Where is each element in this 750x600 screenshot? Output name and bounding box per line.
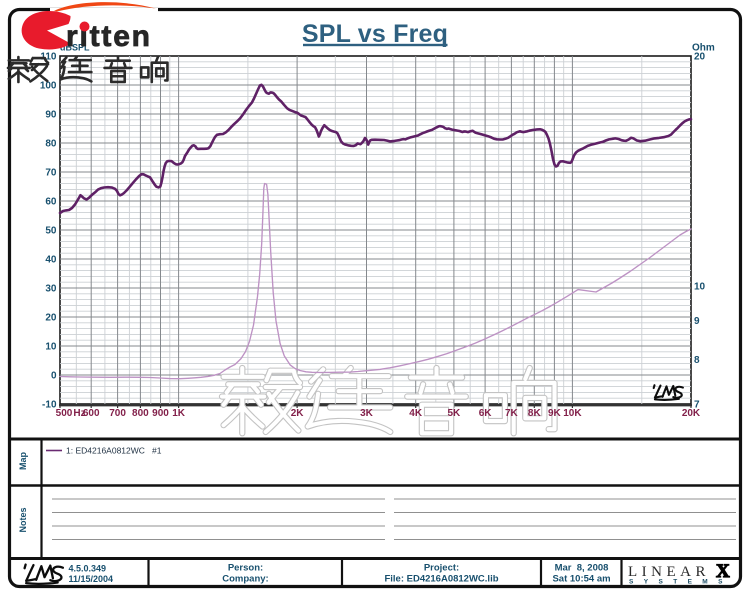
svg-text:110: 110 bbox=[40, 52, 57, 63]
svg-text:Ohm: Ohm bbox=[692, 43, 715, 54]
svg-text:9: 9 bbox=[694, 316, 700, 327]
svg-text:Project:: Project: bbox=[424, 563, 459, 574]
svg-text:7: 7 bbox=[694, 400, 700, 411]
svg-text:70: 70 bbox=[45, 168, 57, 179]
svg-text:6K: 6K bbox=[479, 408, 493, 419]
svg-text:100: 100 bbox=[40, 81, 57, 92]
svg-text:8: 8 bbox=[694, 355, 700, 366]
svg-text:SPL vs Freq: SPL vs Freq bbox=[302, 20, 448, 48]
svg-text:3K: 3K bbox=[360, 408, 374, 419]
svg-text:80: 80 bbox=[45, 139, 57, 150]
svg-text:800: 800 bbox=[132, 408, 149, 419]
svg-text:Notes: Notes bbox=[18, 507, 28, 532]
svg-text:Hz: Hz bbox=[73, 408, 85, 419]
svg-text:10: 10 bbox=[45, 342, 57, 353]
svg-text:ritten: ritten bbox=[66, 20, 152, 53]
svg-text:X: X bbox=[716, 561, 730, 582]
svg-text:dBSPL: dBSPL bbox=[60, 43, 90, 53]
svg-text:0: 0 bbox=[51, 371, 57, 382]
svg-text:1: ED4216A0812WC #1: 1: ED4216A0812WC #1 bbox=[66, 446, 162, 456]
svg-text:50: 50 bbox=[45, 226, 57, 237]
svg-text:SYSTEMS: SYSTEMS bbox=[629, 579, 733, 586]
svg-text:File: ED4216A0812WC.lib: File: ED4216A0812WC.lib bbox=[384, 574, 498, 585]
svg-text:Company:: Company: bbox=[222, 574, 268, 585]
svg-text:Sat 10:54 am: Sat 10:54 am bbox=[552, 574, 610, 585]
svg-text:30: 30 bbox=[45, 284, 57, 295]
svg-text:20: 20 bbox=[45, 313, 57, 324]
svg-text:600: 600 bbox=[83, 408, 100, 419]
svg-text:4.5.0.349: 4.5.0.349 bbox=[69, 564, 107, 574]
svg-text:Map: Map bbox=[18, 451, 28, 470]
svg-text:-10: -10 bbox=[42, 400, 57, 411]
svg-text:Person:: Person: bbox=[228, 563, 263, 574]
svg-text:40: 40 bbox=[45, 255, 57, 266]
svg-text:10: 10 bbox=[694, 281, 706, 292]
svg-text:LINEAR: LINEAR bbox=[628, 564, 710, 580]
svg-text:7K: 7K bbox=[505, 408, 519, 419]
svg-text:20K: 20K bbox=[682, 408, 701, 419]
svg-text:900: 900 bbox=[152, 408, 169, 419]
svg-text:90: 90 bbox=[45, 110, 57, 121]
svg-text:10K: 10K bbox=[563, 408, 582, 419]
svg-text:700: 700 bbox=[109, 408, 126, 419]
svg-text:20: 20 bbox=[694, 52, 706, 63]
svg-text:11/15/2004: 11/15/2004 bbox=[69, 574, 114, 584]
svg-text:1K: 1K bbox=[172, 408, 186, 419]
svg-text:Mar 8, 2008: Mar 8, 2008 bbox=[555, 563, 609, 574]
svg-text:2K: 2K bbox=[291, 408, 305, 419]
svg-text:4K: 4K bbox=[409, 408, 423, 419]
svg-text:8K: 8K bbox=[528, 408, 542, 419]
svg-text:9K: 9K bbox=[548, 408, 562, 419]
svg-text:5K: 5K bbox=[448, 408, 462, 419]
svg-text:60: 60 bbox=[45, 197, 57, 208]
svg-text:500: 500 bbox=[56, 408, 73, 419]
